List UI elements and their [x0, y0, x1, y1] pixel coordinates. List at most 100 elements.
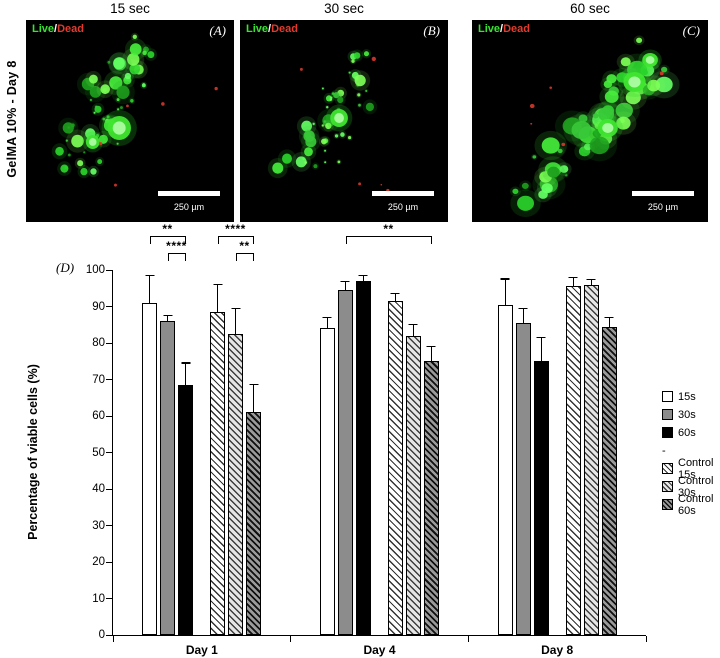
bar-control-15s-day-1	[210, 283, 226, 635]
y-tick-label: 40	[92, 483, 105, 495]
legend-label: 30s	[678, 408, 696, 421]
panel-header: 60 sec	[570, 1, 610, 16]
error-bar	[430, 345, 432, 363]
legend-item: 15s	[662, 390, 720, 403]
error-bar	[590, 279, 592, 286]
y-tick-label: 80	[92, 337, 105, 349]
error-bar	[326, 316, 328, 330]
panel-letter: (A)	[209, 23, 226, 38]
y-tick-label: 10	[92, 592, 105, 605]
error-bar-cap	[163, 314, 173, 316]
error-bar	[522, 307, 524, 324]
cell-blobs-graphic	[509, 35, 680, 217]
significance-bracket: ****	[217, 222, 254, 244]
legend-swatch-white	[662, 391, 673, 402]
bar-group-day-8	[468, 270, 646, 635]
panel-header: 30 sec	[324, 1, 364, 16]
legend-swatch-gray	[662, 409, 673, 420]
significance-bracket: **	[235, 239, 254, 261]
panel-letter: (C)	[682, 23, 700, 38]
bar-30s-day-1	[160, 314, 176, 635]
bar-60s-day-4	[355, 274, 371, 635]
bar-30s-day-4	[337, 280, 353, 635]
legend-label: Control 30s	[678, 474, 714, 499]
error-bar-cap	[340, 280, 350, 283]
error-bar	[185, 362, 187, 386]
dead-label: Dead	[57, 23, 84, 35]
error-bar-cap	[518, 307, 528, 309]
live-dead-label: Live/Dead	[246, 23, 298, 35]
legend-swatch-hatch1	[662, 463, 673, 474]
dead-label: Dead	[271, 23, 298, 35]
legend-item: Control 30s	[662, 475, 720, 499]
slash-separator: /	[54, 23, 58, 35]
y-tick-label: 0	[98, 629, 105, 641]
fluorescence-image: Live/Dead (C) 250 µm	[472, 20, 708, 222]
significance-bracket: ****	[166, 239, 186, 261]
y-axis-tick	[106, 269, 113, 271]
y-axis-tick	[106, 634, 113, 636]
legend-label: 60s	[678, 426, 696, 439]
y-tick-label: 50	[92, 446, 105, 459]
slash-separator: /	[500, 23, 504, 35]
error-bar-cap	[604, 316, 614, 318]
error-bar	[167, 314, 169, 323]
significance-bracket: **	[345, 222, 432, 244]
bar-15s-day-1	[142, 274, 158, 635]
significance-label: **	[239, 239, 250, 253]
bar-control-30s-day-8	[583, 279, 599, 635]
y-tick-label: 90	[92, 300, 105, 313]
x-tick-label: Day 4	[363, 643, 396, 657]
microscopy-panel-b: 30 sec Live/Dead (B) 250 µm	[240, 0, 448, 222]
x-tick-label: Day 1	[185, 643, 218, 657]
bar-15s-day-4	[319, 316, 335, 635]
error-bar-cap	[322, 316, 332, 318]
x-axis-tick	[290, 636, 292, 642]
legend-item: Control 15s	[662, 457, 720, 481]
y-tick-label: 20	[92, 556, 105, 568]
scale-bar	[158, 191, 220, 196]
error-bar-cap	[586, 279, 596, 281]
viability-bar-chart: (D) Percentage of viable cells (%) 0 10 20…	[0, 222, 720, 658]
row-label-gelma: GelMA 10% - Day 8	[5, 60, 19, 178]
error-bar	[394, 292, 396, 302]
x-axis-tick	[645, 636, 647, 642]
y-axis-tick	[106, 415, 113, 417]
error-bar	[149, 274, 151, 304]
cell-blobs-graphic	[267, 49, 390, 193]
microscopy-panel-a: 15 sec Live/Dead (A) 250 µm	[26, 0, 234, 222]
scale-bar	[372, 191, 434, 196]
error-bar	[504, 278, 506, 306]
y-axis-tick	[106, 342, 113, 344]
bar-control-60s-day-4	[423, 345, 439, 635]
significance-label: ****	[166, 239, 187, 253]
y-axis-tick	[106, 452, 113, 453]
y-axis-tick	[106, 306, 113, 307]
error-bar-cap	[500, 278, 510, 280]
live-label: Live	[478, 23, 501, 35]
bar-group-day-1	[113, 270, 291, 635]
fluorescence-image: Live/Dead (A) 250 µm	[26, 20, 234, 222]
cell-blobs-graphic	[51, 32, 218, 187]
legend-swatch-black	[662, 427, 673, 438]
error-bar	[540, 336, 542, 363]
error-bar-cap	[181, 362, 191, 364]
error-bar-cap	[249, 384, 259, 386]
error-bar	[344, 280, 346, 292]
error-bar-cap	[568, 276, 578, 278]
chart-legend: 15s 30s 60s - Control 15s Control 30s Control …	[662, 390, 720, 517]
fluorescence-image: Live/Dead (B) 250 µm	[240, 20, 448, 222]
live-label: Live	[32, 23, 55, 35]
legend-swatch-hatch3	[662, 499, 673, 510]
bar-control-30s-day-4	[405, 323, 421, 635]
scale-bar-label: 250 µm	[647, 202, 679, 212]
bar-control-15s-day-4	[387, 292, 403, 635]
x-tick-label: Day 8	[541, 643, 574, 657]
bar-60s-day-8	[533, 336, 549, 635]
error-bar	[412, 323, 414, 337]
error-bar-cap	[536, 336, 546, 338]
y-axis-tick	[106, 561, 113, 563]
y-axis-tick	[106, 598, 113, 599]
error-bar-cap	[145, 274, 155, 276]
y-axis-title: Percentage of viable cells (%)	[26, 364, 40, 540]
